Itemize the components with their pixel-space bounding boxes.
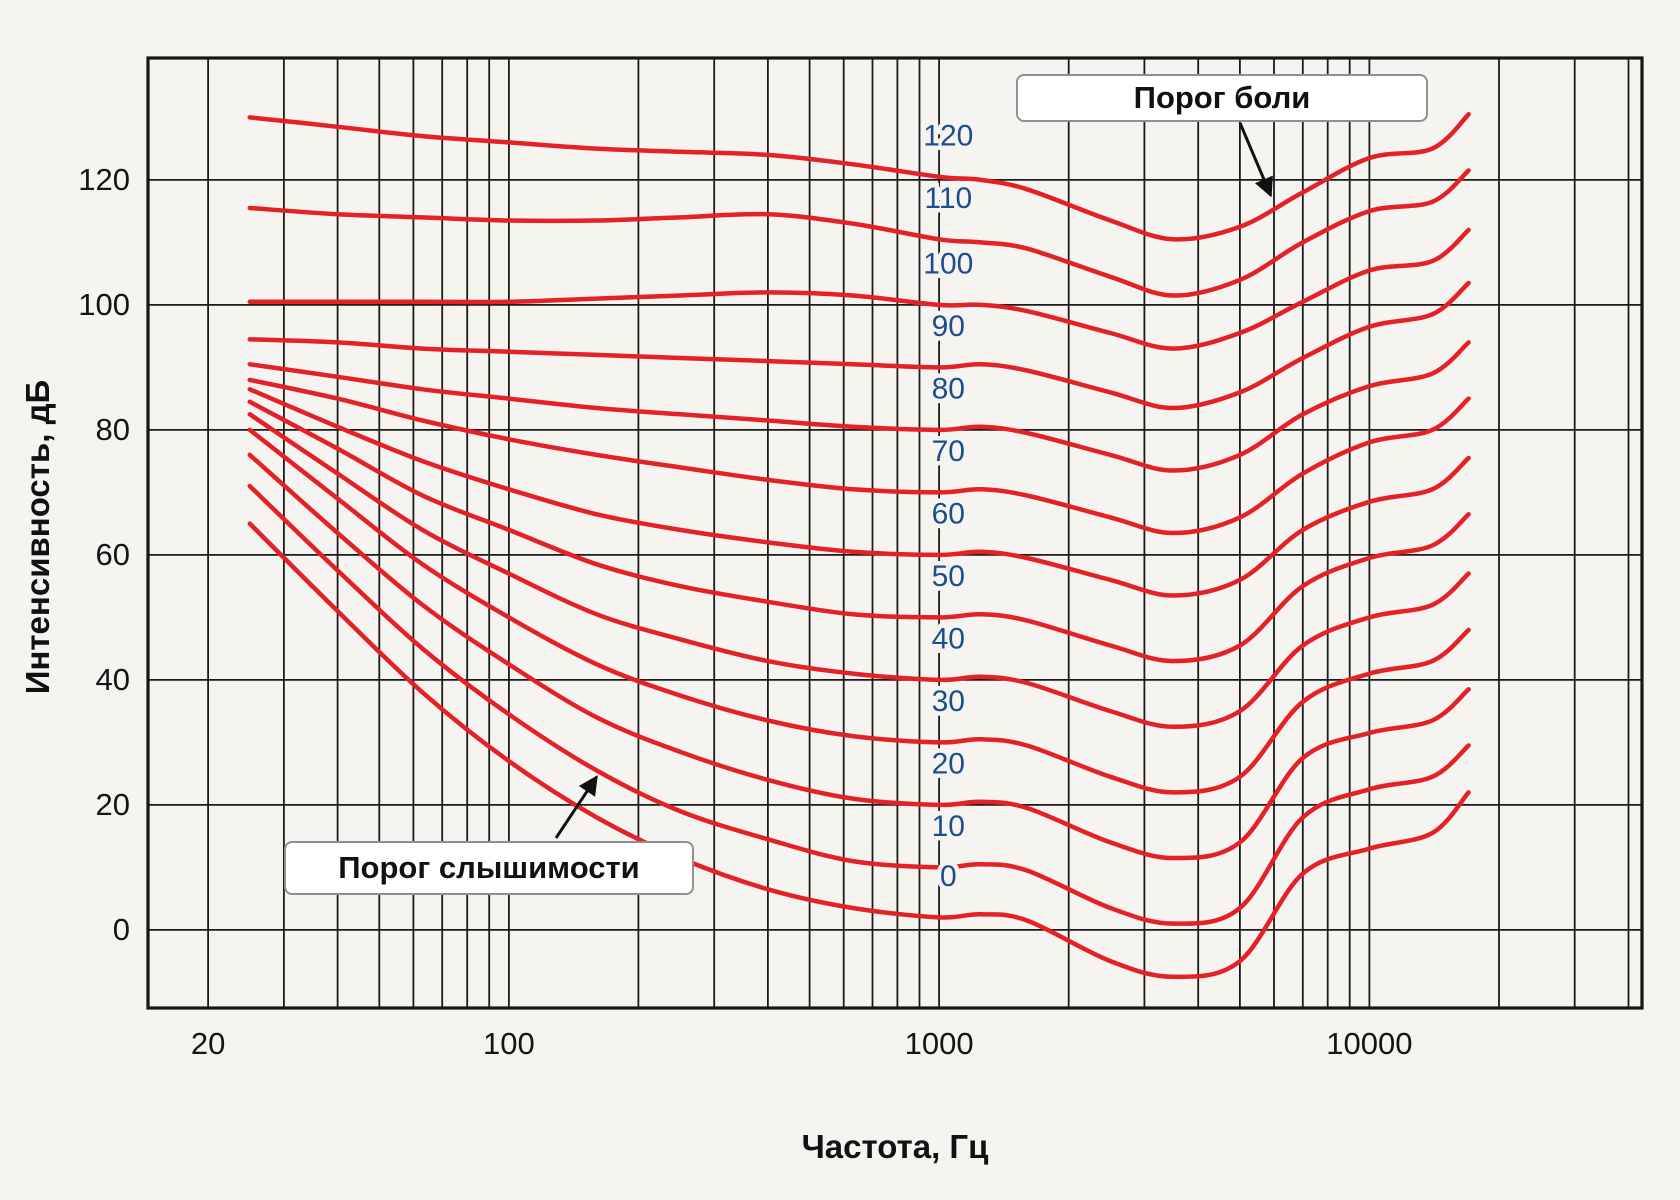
- y-tick-label: 20: [96, 787, 130, 822]
- y-tick-label: 60: [96, 537, 130, 572]
- curve-0-phon: [247, 521, 1471, 980]
- y-tick-label: 0: [113, 912, 130, 947]
- y-tick-label: 80: [96, 412, 130, 447]
- curve-label-110: 110: [924, 182, 972, 215]
- curve-label-20: 20: [932, 748, 965, 781]
- curve-40-phon: [247, 412, 1471, 730]
- curve-70-phon: [247, 377, 1471, 536]
- curve-label-50: 50: [932, 560, 965, 593]
- y-tick-label: 100: [78, 287, 130, 322]
- pain-threshold-text: Порог боли: [1133, 80, 1311, 115]
- annotation-arrow-1: [554, 775, 598, 839]
- curve-60-phon: [247, 387, 1471, 598]
- curve-20-phon: [247, 452, 1471, 861]
- curve-30-phon: [247, 427, 1471, 795]
- curve-120-phon: [247, 112, 1471, 242]
- x-tick-label: 10000: [1326, 1026, 1412, 1061]
- x-axis-title: Частота, Гц: [801, 1128, 989, 1165]
- y-axis-title: Интенсивность, дБ: [19, 379, 56, 695]
- x-tick-label: 100: [483, 1026, 535, 1061]
- curve-100-phon: [247, 227, 1471, 351]
- curve-label-80: 80: [932, 373, 965, 406]
- pain-threshold-callout: Порог боли: [1016, 74, 1428, 122]
- hearing-threshold-callout: Порог слышимости: [284, 841, 694, 895]
- curve-110-phon: [247, 168, 1471, 298]
- annotation-arrow-0: [1238, 122, 1273, 198]
- curve-label-60: 60: [932, 498, 965, 531]
- curve-label-70: 70: [932, 435, 965, 468]
- y-tick-label: 40: [96, 662, 130, 697]
- curve-label-10: 10: [932, 810, 965, 843]
- curve-50-phon: [247, 399, 1471, 664]
- curve-80-phon: [247, 340, 1471, 473]
- curve-label-120: 120: [923, 120, 973, 153]
- curve-10-phon: [247, 483, 1471, 926]
- curve-label-30: 30: [932, 685, 965, 718]
- y-tick-label: 120: [78, 162, 130, 197]
- curve-label-100: 100: [923, 248, 973, 281]
- x-tick-label: 20: [191, 1026, 225, 1061]
- plot-border: [146, 56, 1644, 1010]
- x-tick-label: 1000: [905, 1026, 974, 1061]
- annotation-arrows: [554, 122, 1273, 839]
- curves: [247, 112, 1471, 980]
- hearing-threshold-text: Порог слышимости: [338, 850, 640, 885]
- curve-90-phon: [247, 280, 1471, 411]
- curve-label-40: 40: [932, 623, 965, 656]
- curve-label-90: 90: [932, 310, 965, 343]
- curve-label-0: 0: [940, 860, 957, 893]
